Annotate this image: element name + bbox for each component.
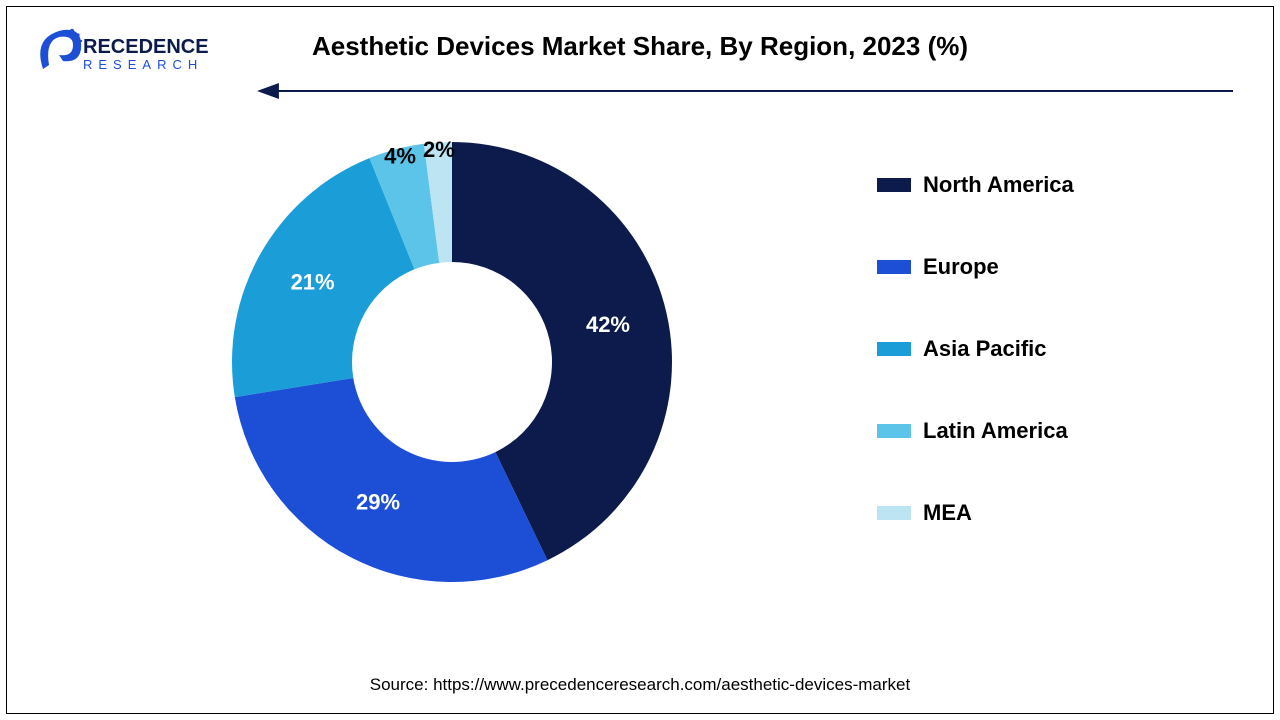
donut-chart: 42% 29% 21% 4% 2% — [217, 127, 687, 597]
legend-item: Asia Pacific — [877, 336, 1197, 362]
legend-swatch — [877, 424, 911, 438]
slice-value-label: 21% — [291, 269, 335, 294]
slice-value-label: 42% — [586, 312, 630, 337]
slice-value-label: 4% — [384, 144, 416, 169]
legend-swatch — [877, 506, 911, 520]
legend-swatch — [877, 260, 911, 274]
chart-legend: North America Europe Asia Pacific Latin Ame… — [877, 172, 1197, 582]
legend-swatch — [877, 342, 911, 356]
source-citation: Source: https://www.precedenceresearch.c… — [7, 675, 1273, 695]
slice-value-label: 29% — [356, 490, 400, 515]
legend-label: Europe — [923, 254, 999, 280]
legend-item: North America — [877, 172, 1197, 198]
legend-item: MEA — [877, 500, 1197, 526]
chart-frame: RECEDENCE RESEARCH Aesthetic Devices Mar… — [6, 6, 1274, 714]
chart-title: Aesthetic Devices Market Share, By Regio… — [7, 31, 1273, 62]
legend-item: Europe — [877, 254, 1197, 280]
slice-value-label: 2% — [423, 137, 455, 162]
legend-label: MEA — [923, 500, 972, 526]
legend-item: Latin America — [877, 418, 1197, 444]
legend-label: Latin America — [923, 418, 1068, 444]
legend-label: North America — [923, 172, 1074, 198]
donut-slice — [235, 378, 548, 582]
legend-swatch — [877, 178, 911, 192]
legend-label: Asia Pacific — [923, 336, 1047, 362]
title-arrow-divider — [257, 81, 1233, 101]
